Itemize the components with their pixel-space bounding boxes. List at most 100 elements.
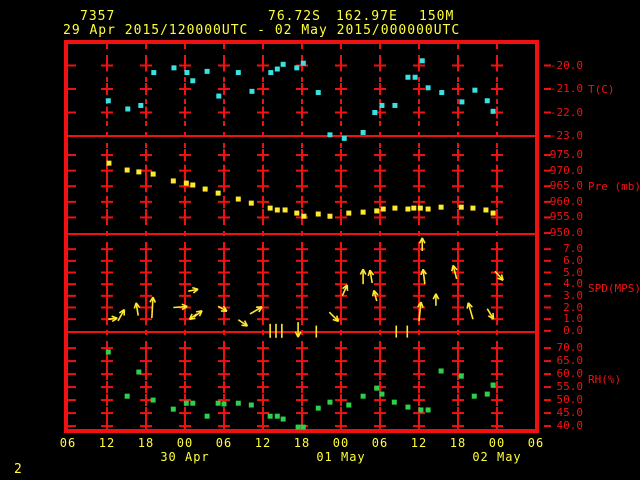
temperature-tick-label: -21.0 — [549, 82, 583, 95]
temperature-data-point — [184, 70, 190, 76]
temperature-data-point — [105, 98, 111, 104]
relative-humidity-data-point — [274, 413, 280, 419]
hour-tick-label: 12 — [410, 436, 428, 450]
relative-humidity-data-point — [374, 385, 380, 391]
relative-humidity-data-point — [248, 402, 254, 408]
temperature-data-point — [372, 110, 378, 115]
pressure-data-point — [346, 210, 352, 216]
pressure-tick-label: 975.0 — [549, 148, 583, 162]
relative-humidity-data-point — [360, 393, 366, 399]
pressure-data-point — [405, 206, 411, 212]
wind-vector-arrowhead — [452, 264, 458, 271]
temperature-data-point — [490, 108, 496, 114]
temperature-data-point — [151, 70, 157, 76]
pressure-data-point — [267, 205, 273, 211]
wind-vector-arrowhead — [451, 265, 454, 272]
temperature-data-point — [190, 78, 196, 84]
pressure-data-point — [470, 205, 476, 211]
wind-vector-arrowhead — [243, 320, 249, 327]
wind-vector-arrowhead — [497, 277, 504, 281]
pressure-data-point — [170, 178, 176, 184]
pressure-tick-label: 960.0 — [549, 194, 583, 208]
relative-humidity-tick-label: 60.0 — [556, 367, 584, 381]
temperature-data-point — [412, 74, 418, 80]
wind-vector-arrow — [422, 269, 426, 285]
relative-humidity-data-point — [484, 391, 490, 397]
relative-humidity-data-point — [471, 393, 477, 399]
temperature-tick-label: -20.0 — [549, 58, 583, 72]
wind-speed-tick-label: 0.0 — [563, 323, 583, 337]
pressure-data-point — [301, 213, 307, 219]
relative-humidity-data-point — [235, 400, 241, 406]
temperature-data-point — [327, 132, 333, 138]
wind-vector-arrowhead — [332, 318, 339, 323]
wind-speed-series — [108, 237, 504, 338]
pressure-data-point — [374, 208, 380, 214]
pressure-data-point — [411, 205, 417, 211]
temperature-data-point — [405, 74, 411, 80]
pressure-tick-label: 955.0 — [549, 210, 583, 224]
relative-humidity-tick-label: 55.0 — [556, 380, 584, 394]
wind-vector-arrowhead — [487, 315, 494, 320]
temperature-tick-label: -22.0 — [549, 105, 583, 119]
relative-humidity-tick-label: 70.0 — [556, 341, 584, 355]
wind-vector-arrow — [373, 290, 378, 302]
wind-vector-arrowhead — [118, 308, 125, 314]
wind-vector-arrowhead — [294, 331, 299, 338]
wind-vector-arrowhead — [421, 237, 426, 244]
temperature-data-point — [459, 99, 465, 105]
wind-vector-arrow — [494, 270, 504, 281]
wind-speed-tick-label: 5.0 — [563, 265, 583, 279]
relative-humidity-data-point — [391, 399, 397, 405]
pressure-data-point — [248, 200, 254, 206]
wind-vector-arrow — [467, 302, 474, 320]
station-latitude: 76.72S — [268, 9, 321, 24]
wind-vector-arrowhead — [188, 313, 193, 320]
relative-humidity-data-point — [221, 401, 227, 407]
wind-vector-arrowhead — [152, 296, 157, 303]
relative-humidity-data-point — [150, 397, 156, 403]
relative-humidity-data-point — [327, 399, 333, 405]
temperature-data-point — [268, 70, 274, 76]
wind-speed-unit-label: SPD(MPS) — [588, 282, 640, 295]
wind-vector-arrowhead — [297, 331, 302, 338]
hour-tick-label: 06 — [215, 436, 233, 450]
wind-speed-tick-label: 2.0 — [563, 300, 583, 314]
wind-vector-arrow — [117, 309, 126, 322]
pressure-data-point — [124, 167, 130, 173]
wind-vector-arrowhead — [369, 269, 375, 276]
pressure-data-point — [274, 207, 280, 213]
relative-humidity-data-point — [458, 373, 464, 379]
station-longitude: 162.97E — [336, 9, 398, 24]
date-label-02may: 02 May — [472, 450, 522, 464]
relative-humidity-data-point — [183, 400, 189, 406]
relative-humidity-tick-label: 40.0 — [556, 419, 584, 433]
wind-vector-arrowhead — [135, 302, 141, 309]
wind-vector-arrowhead — [371, 290, 375, 297]
wind-speed-tick-label: 7.0 — [563, 242, 583, 256]
relative-humidity-data-point — [105, 349, 111, 355]
hour-tick-label: 06 — [59, 436, 77, 450]
panel-divider-lines — [68, 135, 536, 333]
relative-humidity-tick-label: 50.0 — [556, 393, 584, 407]
pressure-data-point — [215, 190, 221, 196]
wind-vector-arrowhead — [335, 315, 340, 322]
wind-vector-arrowhead — [196, 310, 203, 313]
temperature-data-point — [472, 87, 478, 93]
relative-humidity-series — [105, 349, 496, 430]
wind-vector-arrowhead — [149, 296, 154, 303]
page-number: 2 — [14, 462, 22, 477]
pressure-data-point — [294, 210, 300, 216]
wind-vector-arrow — [328, 311, 340, 322]
pressure-data-point — [106, 160, 112, 166]
wind-vector-arrow — [237, 319, 248, 327]
wind-vector-arrow — [369, 270, 373, 284]
wind-vector-arrowhead — [111, 315, 118, 319]
temperature-data-point — [216, 93, 222, 99]
wind-vector-arrowhead — [500, 274, 504, 281]
temperature-data-point — [280, 61, 286, 67]
wind-vector-arrowhead — [435, 293, 440, 300]
temperature-data-point — [300, 60, 306, 66]
date-label-01may: 01 May — [316, 450, 366, 464]
hour-tick-label: 00 — [488, 436, 506, 450]
